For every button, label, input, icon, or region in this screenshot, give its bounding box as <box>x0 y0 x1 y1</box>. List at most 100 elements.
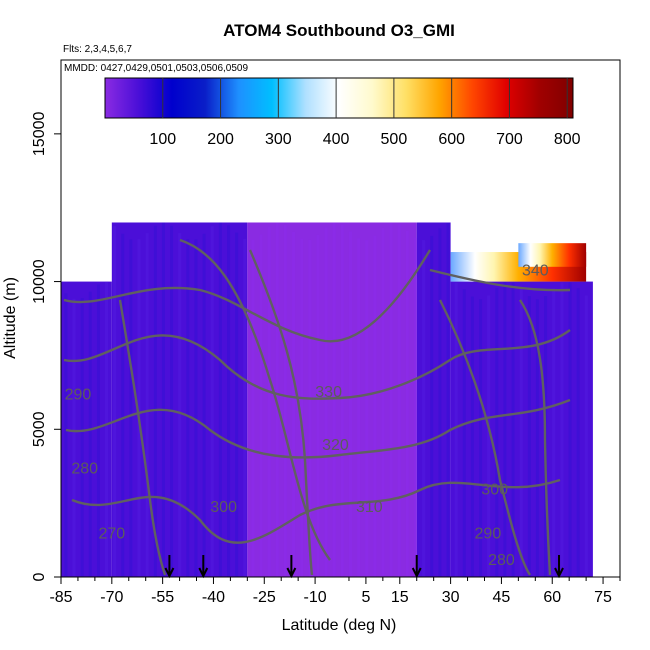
x-tick-label: 75 <box>594 589 612 606</box>
x-tick-label: -55 <box>151 589 174 606</box>
field-column <box>389 222 393 577</box>
field-column <box>80 298 84 577</box>
field-region <box>518 243 587 267</box>
field-column <box>210 226 214 577</box>
field-column <box>430 235 434 577</box>
field-column <box>121 233 125 577</box>
contour-line <box>118 299 167 576</box>
contour-label: 310 <box>356 499 383 516</box>
field-column <box>462 289 466 577</box>
field-column <box>235 232 239 577</box>
flight-marker-head <box>164 567 175 579</box>
field-column <box>170 225 174 577</box>
field-column <box>259 234 263 577</box>
x-axis: -85 -70 -55 -40 -25 -10 5 15 30 45 60 75 <box>49 577 621 606</box>
x-tick-label: -10 <box>304 589 327 606</box>
x-axis-label: Latitude (deg N) <box>282 617 397 634</box>
flight-marker-head <box>198 567 209 579</box>
field-column <box>552 288 556 577</box>
y-tick-label: 0 <box>31 572 48 581</box>
colorbar: 100 200 300 400 500 600 700 800 <box>104 77 581 148</box>
field-column <box>292 231 296 577</box>
y-axis-label: Altitude (m) <box>2 277 19 359</box>
field-column <box>218 222 222 577</box>
field-column <box>72 298 76 577</box>
x-tick-label: -40 <box>202 589 225 606</box>
field-column <box>194 239 198 577</box>
field-column <box>454 282 458 577</box>
contour-label: 280 <box>71 461 98 478</box>
field-column <box>503 282 507 577</box>
field-column <box>414 237 418 577</box>
field-column <box>560 282 564 577</box>
y-tick-label: 15000 <box>31 112 48 157</box>
field-column <box>129 239 133 577</box>
field-column <box>267 226 271 577</box>
field-column <box>446 222 450 577</box>
contour-line <box>63 329 571 400</box>
field-column <box>251 239 255 577</box>
flight-markers <box>164 555 564 579</box>
field-column <box>316 234 320 577</box>
field-column <box>153 225 157 577</box>
field-column <box>202 233 206 577</box>
field-column <box>300 238 304 577</box>
plot-frame <box>60 59 621 578</box>
y-tick-label: 5000 <box>31 411 48 447</box>
field-column <box>96 284 100 577</box>
field-column <box>511 282 515 577</box>
field-column <box>178 233 182 577</box>
field-column <box>332 222 336 577</box>
x-tick-label: 60 <box>543 589 561 606</box>
colorbar-tick-label: 500 <box>381 131 408 148</box>
chart-subtitle-flights: Flts: 2,3,4,5,6,7 <box>63 44 132 55</box>
contour-line <box>248 249 314 576</box>
field-column <box>186 239 190 577</box>
contour-line <box>429 268 571 292</box>
field-column <box>145 233 149 577</box>
x-tick-label: -85 <box>49 589 72 606</box>
field-column <box>373 235 377 577</box>
field-column <box>381 227 385 577</box>
contour-line <box>519 299 552 576</box>
field-column <box>535 299 539 577</box>
field-column <box>161 222 165 577</box>
colorbar-tick-label: 700 <box>496 131 523 148</box>
field-column <box>527 296 531 577</box>
field-column <box>568 282 572 577</box>
x-tick-label: 15 <box>391 589 409 606</box>
field-column <box>308 239 312 577</box>
colorbar-tick-label: 300 <box>265 131 292 148</box>
field-column <box>365 240 369 577</box>
flight-marker-head <box>286 567 297 579</box>
x-tick-label: -25 <box>253 589 276 606</box>
y-axis: 0 5000 10000 15000 <box>31 112 61 581</box>
field-column <box>576 288 580 577</box>
colorbar-tick-label: 600 <box>438 131 465 148</box>
contour-line <box>63 249 432 343</box>
contour-line <box>438 299 532 576</box>
field-column <box>243 238 247 577</box>
field-column <box>88 291 92 577</box>
colorbar-tick-label: 200 <box>207 131 234 148</box>
flight-marker-head <box>411 567 422 579</box>
potential-temperature-contours <box>63 238 571 576</box>
field-column <box>397 224 401 577</box>
colorbar-tick-label: 400 <box>323 131 350 148</box>
contour-label: 300 <box>210 499 237 516</box>
field-column <box>495 288 499 577</box>
field-column <box>64 293 68 577</box>
field-column <box>227 225 231 577</box>
flight-marker-head <box>554 567 564 579</box>
contour-line <box>71 478 561 544</box>
contour-line <box>65 398 571 459</box>
field-column <box>348 231 352 577</box>
colorbar-tick-label: 800 <box>554 131 581 148</box>
contour-label: 290 <box>475 526 502 543</box>
field-column <box>487 295 491 577</box>
contour-label: 340 <box>522 263 549 280</box>
contour-label: 270 <box>98 526 125 543</box>
field-column <box>340 224 344 577</box>
field-column <box>405 230 409 577</box>
